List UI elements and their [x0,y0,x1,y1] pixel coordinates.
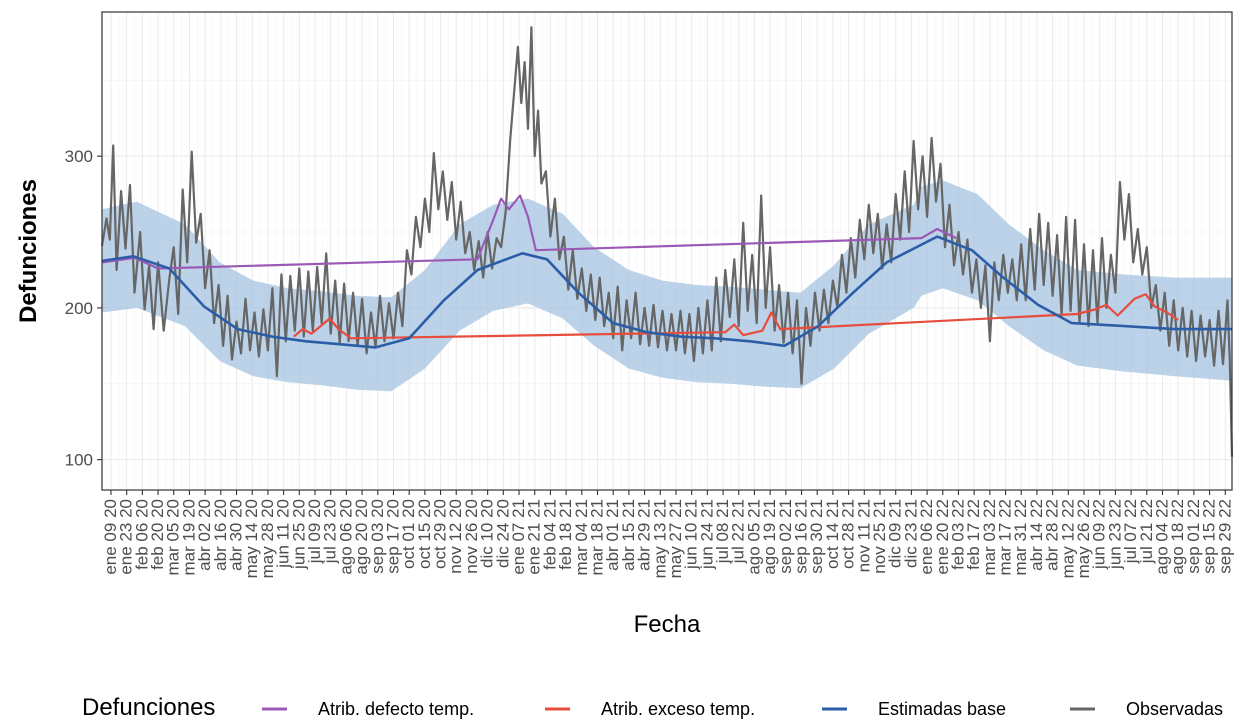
x-tick-label: ago 04 22 [1152,499,1171,575]
x-tick-label: jun 11 20 [274,499,293,569]
x-tick-label: jun 24 21 [697,499,716,570]
x-tick-label: nov 25 21 [870,499,889,574]
x-tick-label: mar 19 20 [179,499,198,576]
legend-title: Defunciones [82,694,215,721]
x-tick-label: ene 06 22 [917,499,936,575]
x-tick-label: oct 14 21 [823,499,842,569]
x-tick-label: abr 01 21 [603,499,622,571]
x-tick-label: ene 07 21 [509,499,528,575]
x-tick-label: oct 28 21 [839,499,858,569]
legend-label: Atrib. exceso temp. [601,699,755,719]
x-tick-label: mar 18 21 [587,499,606,576]
x-tick-label: feb 04 21 [540,499,559,570]
x-tick-label: ago 19 21 [760,499,779,575]
x-tick-label: mar 03 22 [980,499,999,576]
x-tick-label: may 13 21 [650,499,669,578]
x-tick-label: abr 28 22 [1043,499,1062,571]
x-tick-label: jun 23 22 [1105,499,1124,570]
series-line-estimadas-base [101,235,1232,349]
x-tick-label: feb 03 22 [948,499,967,570]
x-tick-label: jul 22 21 [729,499,748,564]
x-tick-label: dic 23 21 [901,499,920,568]
x-tick-label: sep 01 22 [1184,499,1203,574]
x-tick-label: feb 06 20 [132,499,151,570]
x-tick-label: may 28 20 [258,499,277,578]
x-tick-label: may 26 22 [1074,499,1093,578]
x-tick-label: abr 14 22 [1027,499,1046,571]
x-tick-label: oct 15 20 [415,499,434,569]
x-tick-label: abr 02 20 [195,499,214,571]
x-tick-label: jul 21 22 [1137,499,1156,564]
x-tick-label: feb 20 20 [148,499,167,570]
x-tick-label: sep 03 20 [368,499,387,574]
x-tick-label: ago 06 20 [336,499,355,575]
series-lines [100,26,1234,457]
x-tick-label: ene 21 21 [525,499,544,575]
x-tick-label: feb 18 21 [556,499,575,570]
x-tick-label: may 14 20 [242,499,261,578]
legend-label: Observadas [1126,699,1223,719]
legend: Defunciones Atrib. defecto temp. Atrib. e… [82,694,1223,721]
x-tick-label: jun 10 21 [682,499,701,570]
x-tick-label: ago 18 22 [1168,499,1187,575]
x-tick-label: dic 09 21 [886,499,905,568]
x-tick-label: nov 26 20 [462,499,481,574]
x-tick-label: ene 23 20 [117,499,136,575]
x-tick-label: ene 20 22 [933,499,952,575]
y-tick-label: 100 [65,451,93,470]
x-tick-label: abr 30 20 [227,499,246,571]
y-tick-label: 200 [65,299,93,318]
x-tick-label: oct 29 20 [431,499,450,569]
legend-label: Estimadas base [878,699,1006,719]
x-axis-title: Fecha [634,611,701,638]
x-tick-label: jun 09 22 [1090,499,1109,570]
x-tick-label: may 27 21 [666,499,685,578]
y-axis-title: Defunciones [15,179,42,323]
x-tick-label: mar 17 22 [996,499,1015,576]
x-tick-label: dic 10 20 [478,499,497,568]
x-tick-label: mar 05 20 [164,499,183,576]
x-tick-label: ago 20 20 [352,499,371,575]
x-tick-label: jul 07 22 [1121,499,1140,564]
x-tick-label: nov 11 21 [854,499,873,572]
x-tick-label: dic 24 20 [493,499,512,568]
plot-panel-border [101,11,1233,491]
series-line-atrib-exceso-temp- [292,293,1179,340]
x-tick-label: jul 09 20 [305,499,324,564]
x-tick-label: ene 09 20 [101,499,120,575]
x-tick-label: sep 17 20 [383,499,402,574]
y-axis: 100 200 300 [65,147,102,470]
x-tick-label: jul 08 21 [713,499,732,564]
x-tick-label: sep 16 21 [792,499,811,574]
x-tick-label: mar 04 21 [572,499,591,576]
x-tick-label: mar 31 22 [1011,499,1030,576]
x-tick-label: jun 25 20 [289,499,308,570]
series-line-atrib-defecto-temp- [101,194,957,270]
x-tick-label: sep 02 21 [776,499,795,574]
x-tick-label: may 12 22 [1058,499,1077,578]
x-tick-label: feb 17 22 [964,499,983,570]
x-tick-label: oct 01 20 [399,499,418,569]
x-tick-label: sep 30 21 [807,499,826,574]
x-tick-label: ago 05 21 [744,499,763,575]
x-tick-label: sep 15 22 [1200,499,1219,574]
x-tick-label: abr 16 20 [211,499,230,571]
x-tick-label: abr 15 21 [619,499,638,571]
x-tick-label: abr 29 21 [635,499,654,571]
x-tick-label: sep 29 22 [1215,499,1234,574]
y-tick-label: 300 [65,147,93,166]
series-line-observadas [100,26,1234,457]
legend-label: Atrib. defecto temp. [318,699,474,719]
x-tick-label: nov 12 20 [446,499,465,574]
x-tick-label: jul 23 20 [321,499,340,564]
